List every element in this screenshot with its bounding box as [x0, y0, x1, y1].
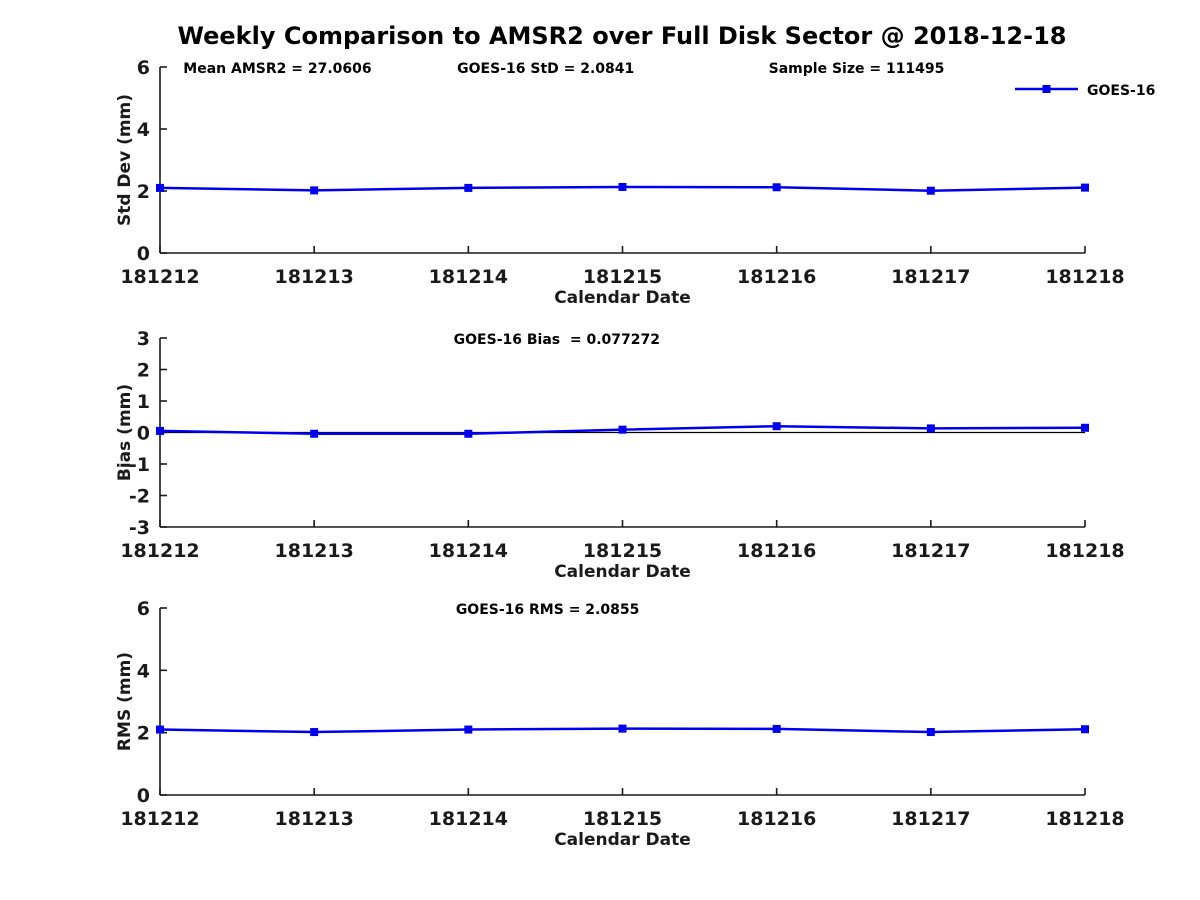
- subplot-1: 0 2 4 6 181212 181213 181214 181215 181216 181217…: [115, 57, 1155, 308]
- x-tick-label: 181217: [891, 540, 970, 562]
- data-point-marker: [926, 424, 935, 433]
- data-point-marker: [464, 725, 473, 734]
- y-tick-label: 1: [137, 391, 150, 413]
- data-point-marker: [156, 183, 164, 192]
- y-tick-label: -2: [129, 486, 150, 508]
- x-tick-label: 181216: [737, 266, 816, 288]
- x-tick-label: 181212: [120, 540, 199, 562]
- y-tick-label: 6: [137, 57, 150, 79]
- x-tick-label: 181213: [275, 808, 354, 830]
- x-tick-label: 181218: [1045, 266, 1124, 288]
- y-tick-label: 2: [137, 181, 150, 203]
- data-point-marker: [156, 725, 164, 734]
- x-tick-label: 181218: [1045, 540, 1124, 562]
- annotation: GOES-16 Bias = 0.077272: [454, 332, 660, 348]
- data-point-marker: [1081, 183, 1089, 192]
- data-point-marker: [618, 425, 627, 434]
- y-tick-label: 4: [137, 119, 150, 141]
- y-tick-label: -3: [129, 517, 150, 539]
- x-tick-label: 181212: [120, 266, 199, 288]
- y-tick-label: 0: [137, 423, 150, 445]
- x-tick-label: 181215: [583, 808, 662, 830]
- x-tick-label: 181216: [737, 808, 816, 830]
- x-tick-label: 181215: [583, 266, 662, 288]
- annotation: Mean AMSR2 = 27.0606: [183, 61, 371, 77]
- y-tick-label: -1: [129, 454, 150, 476]
- y-axis-label: Std Dev (mm): [115, 94, 135, 226]
- data-point-marker: [772, 724, 781, 733]
- x-tick-label: 181213: [275, 266, 354, 288]
- y-tick-label: 6: [137, 598, 150, 620]
- annotation: Sample Size = 111495: [769, 61, 945, 77]
- data-point-marker: [772, 422, 781, 431]
- data-point-marker: [926, 186, 935, 195]
- y-tick-label: 3: [137, 328, 150, 350]
- x-tick-label: 181216: [737, 540, 816, 562]
- x-tick-label: 181215: [583, 540, 662, 562]
- y-tick-label: 2: [137, 723, 150, 745]
- subplots-group: 0 2 4 6 181212 181213 181214 181215 181216 181217…: [115, 57, 1155, 850]
- x-axis-label: Calendar Date: [554, 830, 691, 850]
- x-tick-label: 181213: [275, 540, 354, 562]
- y-tick-label: 4: [137, 660, 150, 682]
- data-point-marker: [1081, 423, 1089, 432]
- legend: GOES-16: [1015, 83, 1155, 99]
- data-point-marker: [310, 728, 319, 737]
- x-tick-label: 181217: [891, 266, 970, 288]
- y-tick-label: 0: [137, 243, 150, 265]
- x-axis-label: Calendar Date: [554, 562, 691, 582]
- x-tick-label: 181217: [891, 808, 970, 830]
- data-point-marker: [464, 429, 473, 438]
- y-axis-label: RMS (mm): [115, 652, 135, 751]
- subplot-3: 0 2 4 6 181212 181213 181214 181215 181216 181217…: [115, 598, 1125, 850]
- figure-title: Weekly Comparison to AMSR2 over Full Dis…: [178, 22, 1067, 50]
- x-tick-label: 181214: [429, 540, 508, 562]
- data-point-marker: [618, 724, 627, 733]
- y-tick-label: 2: [137, 360, 150, 382]
- subplot-2: -3 -2 -1 0 1 2 3 181212 181213 181214 181215 181216…: [115, 328, 1125, 582]
- legend-marker: [1042, 85, 1051, 93]
- y-tick-label: 0: [137, 785, 150, 807]
- x-tick-label: 181212: [120, 808, 199, 830]
- data-point-marker: [310, 429, 319, 438]
- data-point-marker: [156, 426, 164, 435]
- x-tick-label: 181218: [1045, 808, 1124, 830]
- data-point-marker: [618, 182, 627, 191]
- x-tick-label: 181214: [429, 808, 508, 830]
- legend-label: GOES-16: [1087, 83, 1155, 99]
- data-point-marker: [926, 728, 935, 737]
- data-point-marker: [1081, 725, 1089, 734]
- x-tick-label: 181214: [429, 266, 508, 288]
- annotation: GOES-16 RMS = 2.0855: [456, 602, 640, 618]
- data-point-marker: [772, 183, 781, 192]
- annotation: GOES-16 StD = 2.0841: [457, 61, 634, 77]
- x-axis-label: Calendar Date: [554, 288, 691, 308]
- data-point-marker: [464, 183, 473, 192]
- y-axis-label: Bias (mm): [115, 384, 135, 481]
- data-point-marker: [310, 186, 319, 195]
